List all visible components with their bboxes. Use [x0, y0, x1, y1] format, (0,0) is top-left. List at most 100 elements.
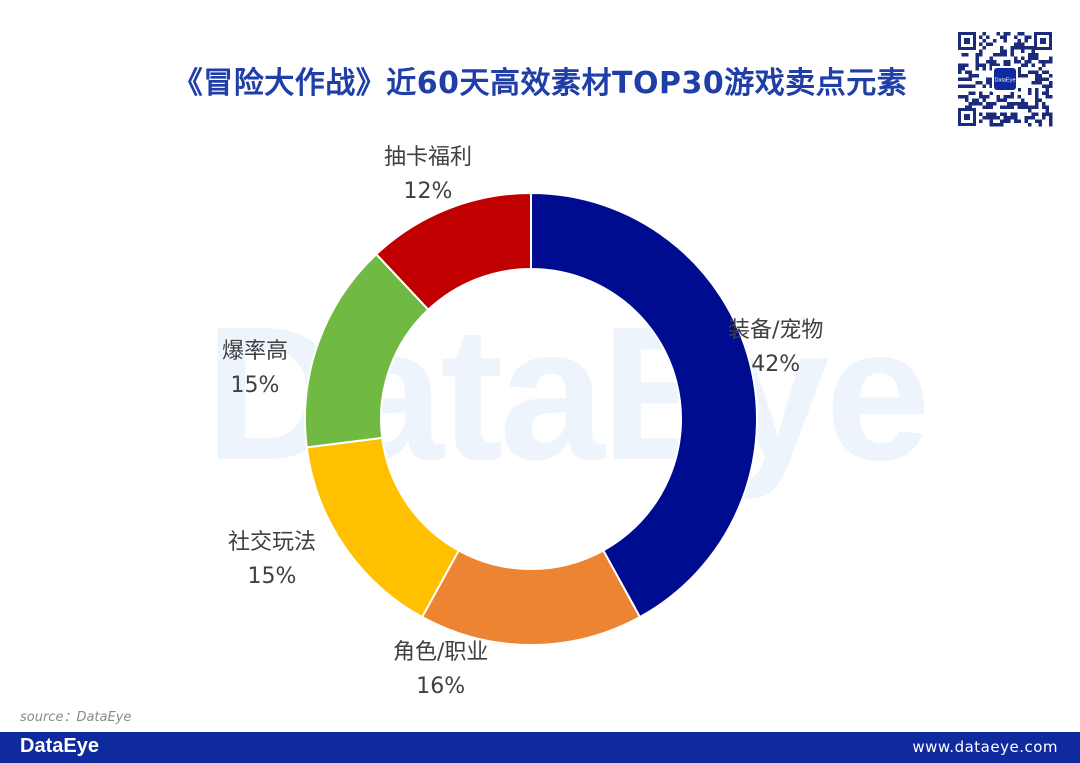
qr-module: [1003, 98, 1007, 102]
qr-module: [1024, 35, 1028, 39]
qr-module: [968, 77, 972, 81]
qr-module: [1049, 116, 1053, 120]
qr-module: [1035, 91, 1039, 95]
qr-module: [1028, 53, 1032, 57]
qr-module: [979, 53, 983, 57]
qr-module: [1007, 63, 1011, 67]
donut-slice-4: [374, 191, 532, 312]
qr-module: [1014, 119, 1018, 123]
qr-module: [982, 116, 986, 120]
qr-module: [1017, 67, 1021, 71]
qr-module: [989, 105, 993, 109]
qr-module: [1021, 46, 1025, 50]
qr-module: [1010, 105, 1014, 109]
qr-module: [1014, 35, 1018, 39]
qr-module: [1038, 98, 1042, 102]
qr-module: [1021, 105, 1025, 109]
qr-module: [1049, 74, 1053, 78]
qr-module: [1024, 105, 1028, 109]
qr-module: [1024, 119, 1028, 123]
qr-module: [1049, 81, 1053, 85]
qr-module: [986, 60, 990, 64]
qr-finder-top-left: [958, 32, 976, 50]
qr-module: [1010, 53, 1014, 57]
qr-module: [993, 112, 997, 116]
qr-module: [958, 84, 962, 88]
qr-module: [1028, 46, 1032, 50]
qr-module: [972, 98, 976, 102]
qr-module: [1042, 116, 1046, 120]
qr-module: [1042, 77, 1046, 81]
qr-module: [1035, 98, 1039, 102]
slice-name: 社交玩法: [228, 530, 317, 555]
qr-module: [982, 46, 986, 50]
qr-module: [972, 84, 976, 88]
qr-module: [1017, 88, 1021, 92]
qr-module: [968, 105, 972, 109]
qr-module: [982, 32, 986, 36]
qr-module: [975, 102, 979, 106]
qr-module: [1031, 105, 1035, 109]
qr-module: [979, 91, 983, 95]
qr-module: [1035, 102, 1039, 106]
qr-module: [958, 70, 962, 74]
qr-module: [1007, 119, 1011, 123]
qr-module: [1010, 91, 1014, 95]
qr-module: [1042, 63, 1046, 67]
qr-module: [1021, 32, 1025, 36]
qr-module: [986, 35, 990, 39]
qr-module: [1042, 70, 1046, 74]
qr-module: [1007, 32, 1011, 36]
qr-module: [982, 98, 986, 102]
qr-module: [1038, 67, 1042, 71]
slice-label-role-class: 角色/职业 16%: [393, 636, 488, 704]
qr-module: [1042, 102, 1046, 106]
qr-module: [993, 53, 997, 57]
qr-module: [1021, 74, 1025, 78]
qr-module: [1035, 88, 1039, 92]
qr-module: [1007, 60, 1011, 64]
qr-module: [1049, 84, 1053, 88]
qr-module: [1017, 42, 1021, 46]
qr-module: [979, 112, 983, 116]
qr-module: [986, 42, 990, 46]
source-note: source：DataEye: [20, 710, 132, 725]
qr-module: [993, 63, 997, 67]
qr-module: [989, 112, 993, 116]
qr-module: [1010, 46, 1014, 50]
qr-module: [1031, 63, 1035, 67]
qr-module: [1024, 116, 1028, 120]
qr-module: [1031, 49, 1035, 53]
footer-bar: DataEye www.dataeye.com: [0, 732, 1080, 763]
qr-module: [975, 74, 979, 78]
qr-module: [1028, 35, 1032, 39]
qr-module: [993, 60, 997, 64]
footer-url[interactable]: www.dataeye.com: [912, 738, 1058, 756]
qr-module: [1024, 46, 1028, 50]
qr-module: [965, 77, 969, 81]
qr-module: [989, 84, 993, 88]
qr-module: [1003, 119, 1007, 123]
qr-module: [979, 49, 983, 53]
qr-module: [1024, 102, 1028, 106]
qr-module: [1045, 77, 1049, 81]
qr-module: [965, 63, 969, 67]
qr-module: [982, 105, 986, 109]
qr-module: [1003, 60, 1007, 64]
qr-module: [1000, 49, 1004, 53]
qr-module: [1024, 39, 1028, 43]
slice-name: 抽卡福利: [384, 145, 473, 170]
qr-module: [996, 116, 1000, 120]
qr-module: [1014, 60, 1018, 64]
qr-module: [1031, 56, 1035, 60]
qr-module: [982, 95, 986, 99]
qr-module: [1042, 105, 1046, 109]
qr-module: [1042, 60, 1046, 64]
qr-module: [975, 53, 979, 57]
qr-module: [965, 70, 969, 74]
qr-module: [1017, 32, 1021, 36]
qr-module: [1045, 60, 1049, 64]
qr-module: [1035, 77, 1039, 81]
qr-module: [1003, 39, 1007, 43]
qr-module: [1038, 74, 1042, 78]
